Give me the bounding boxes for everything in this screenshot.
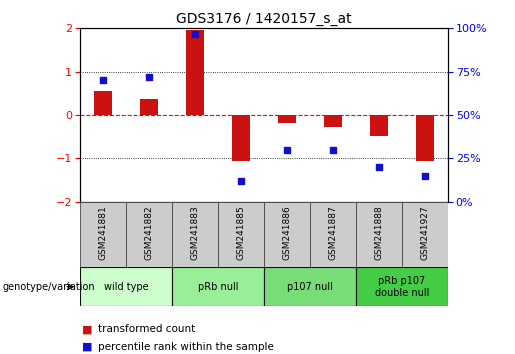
- Point: [191, 31, 199, 36]
- Text: GSM241886: GSM241886: [282, 205, 291, 260]
- Point: [421, 173, 429, 179]
- Text: percentile rank within the sample: percentile rank within the sample: [98, 342, 274, 352]
- Bar: [402, 202, 448, 267]
- Text: pRb p107
double null: pRb p107 double null: [375, 276, 429, 298]
- Point: [283, 147, 291, 153]
- Point: [375, 164, 383, 170]
- Text: GSM241927: GSM241927: [421, 205, 430, 260]
- Bar: [126, 202, 172, 267]
- Bar: [264, 202, 310, 267]
- Text: ■: ■: [82, 324, 93, 334]
- Point: [145, 74, 153, 80]
- Point: [99, 78, 107, 83]
- Text: wild type: wild type: [104, 282, 148, 292]
- Text: GSM241888: GSM241888: [374, 205, 384, 260]
- Bar: [356, 202, 402, 267]
- Text: GSM241883: GSM241883: [191, 205, 199, 260]
- Bar: [218, 202, 264, 267]
- Bar: [356, 267, 448, 306]
- Text: GSM241881: GSM241881: [98, 205, 107, 260]
- Text: GSM241882: GSM241882: [144, 205, 153, 260]
- Bar: [232, 115, 250, 161]
- Bar: [278, 115, 296, 123]
- Bar: [140, 98, 158, 115]
- Text: pRb null: pRb null: [198, 282, 238, 292]
- Bar: [310, 202, 356, 267]
- Text: GSM241885: GSM241885: [236, 205, 246, 260]
- Title: GDS3176 / 1420157_s_at: GDS3176 / 1420157_s_at: [176, 12, 352, 26]
- Text: transformed count: transformed count: [98, 324, 195, 334]
- Bar: [264, 267, 356, 306]
- Bar: [324, 115, 342, 127]
- Text: p107 null: p107 null: [287, 282, 333, 292]
- Text: GSM241887: GSM241887: [329, 205, 337, 260]
- Bar: [80, 202, 126, 267]
- Text: genotype/variation: genotype/variation: [3, 282, 95, 292]
- Bar: [370, 115, 388, 136]
- Bar: [172, 202, 218, 267]
- Bar: [80, 267, 172, 306]
- Bar: [94, 91, 112, 115]
- Bar: [186, 30, 204, 115]
- Bar: [416, 115, 434, 161]
- Point: [237, 178, 245, 184]
- Point: [329, 147, 337, 153]
- Bar: [172, 267, 264, 306]
- Text: ■: ■: [82, 342, 93, 352]
